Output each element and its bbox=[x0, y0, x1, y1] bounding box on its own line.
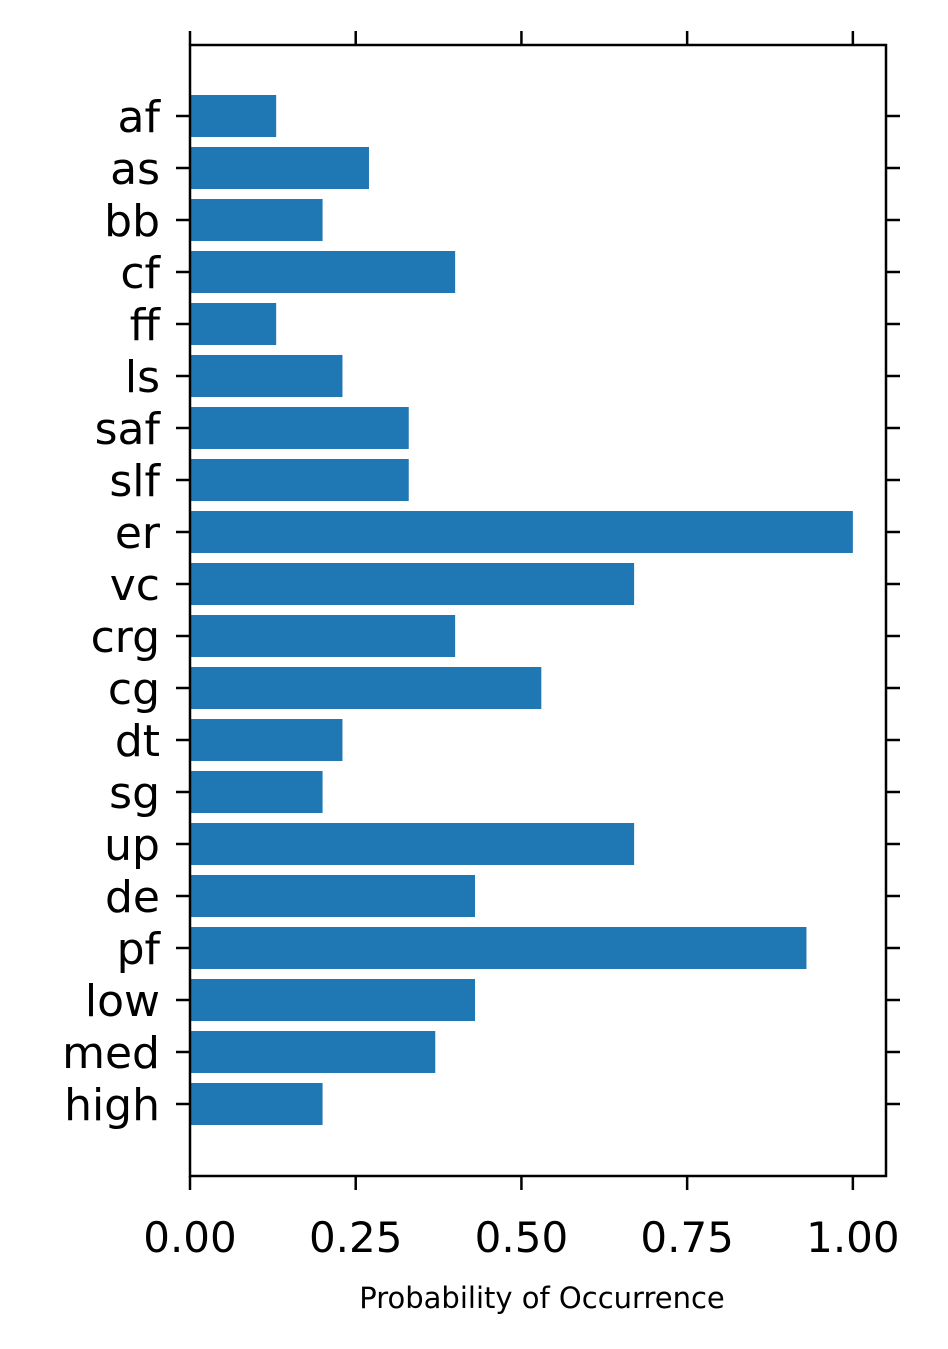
y-tick-label-med: med bbox=[62, 1028, 160, 1079]
y-tick-label-de: de bbox=[105, 872, 160, 923]
bar-sg bbox=[190, 771, 323, 813]
bar-vc bbox=[190, 563, 635, 605]
bar-slf bbox=[190, 459, 409, 501]
bar-dt bbox=[190, 719, 343, 761]
y-tick-label-af: af bbox=[118, 92, 162, 143]
y-tick-label-dt: dt bbox=[115, 716, 160, 767]
bar-af bbox=[190, 95, 277, 137]
bar-high bbox=[190, 1083, 323, 1125]
x-tick-label: 1.00 bbox=[806, 1213, 900, 1262]
y-tick-label-ls: ls bbox=[125, 352, 160, 403]
x-tick-label: 0.75 bbox=[640, 1213, 734, 1262]
y-tick-label-saf: saf bbox=[95, 404, 162, 455]
y-tick-label-up: up bbox=[104, 820, 160, 871]
x-axis-label: Probability of Occurrence bbox=[359, 1281, 725, 1315]
x-tick-label: 0.00 bbox=[143, 1213, 237, 1262]
y-tick-label-bb: bb bbox=[104, 196, 160, 247]
y-tick-label-sg: sg bbox=[109, 768, 160, 819]
x-tick-label: 0.50 bbox=[475, 1213, 569, 1262]
bar-crg bbox=[190, 615, 456, 657]
bar-bb bbox=[190, 199, 323, 241]
bar-er bbox=[190, 511, 853, 553]
y-tick-label-cg: cg bbox=[108, 664, 160, 715]
ticks-group bbox=[176, 31, 900, 1190]
y-tick-label-er: er bbox=[115, 508, 161, 559]
bar-pf bbox=[190, 927, 807, 969]
y-tick-label-pf: pf bbox=[117, 924, 162, 975]
y-tick-label-slf: slf bbox=[109, 456, 161, 507]
bar-low bbox=[190, 979, 476, 1021]
tick-labels-group: afasbbcffflssafslfervccrgcgdtsgupdepflow… bbox=[62, 92, 899, 1262]
y-tick-label-crg: crg bbox=[91, 612, 160, 663]
bars-group bbox=[190, 95, 853, 1125]
bar-ls bbox=[190, 355, 343, 397]
bar-de bbox=[190, 875, 476, 917]
bar-med bbox=[190, 1031, 436, 1073]
y-tick-label-low: low bbox=[85, 976, 160, 1027]
bar-as bbox=[190, 147, 369, 189]
plot-frame bbox=[188, 43, 888, 1178]
bar-saf bbox=[190, 407, 409, 449]
bar-cg bbox=[190, 667, 542, 709]
bar-cf bbox=[190, 251, 456, 293]
y-tick-label-vc: vc bbox=[110, 560, 160, 611]
y-tick-label-high: high bbox=[64, 1080, 160, 1131]
y-tick-label-as: as bbox=[110, 144, 160, 195]
bar-ff bbox=[190, 303, 277, 345]
x-tick-label: 0.25 bbox=[309, 1213, 403, 1262]
y-tick-label-cf: cf bbox=[120, 248, 161, 299]
y-tick-label-ff: ff bbox=[130, 300, 162, 351]
bar-up bbox=[190, 823, 635, 865]
